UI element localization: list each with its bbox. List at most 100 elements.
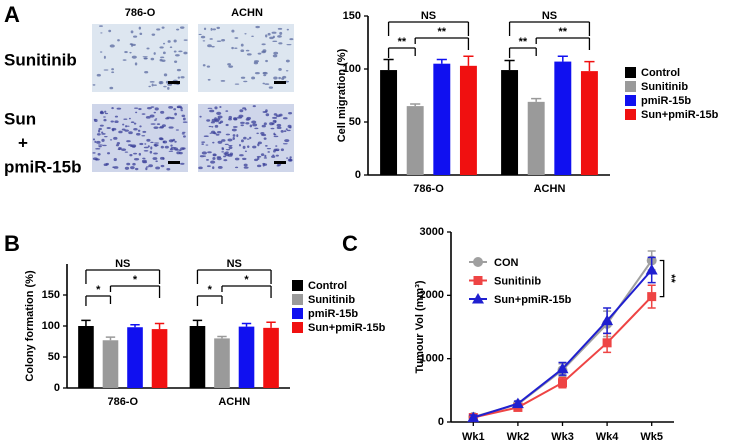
panel-label: C (342, 231, 358, 256)
cell (169, 46, 173, 49)
cell (103, 118, 107, 122)
cell (240, 124, 244, 127)
cell (133, 35, 138, 38)
cell (92, 138, 96, 141)
cell (179, 149, 182, 152)
cell (263, 137, 267, 140)
x-tick-label: Wk4 (596, 431, 620, 443)
cell (286, 43, 292, 46)
legend-label: Sun+pmiR-15b (494, 294, 572, 306)
cell (103, 116, 106, 118)
cell (117, 39, 120, 42)
cell (244, 33, 247, 35)
cell (289, 159, 292, 162)
cell (138, 108, 142, 111)
cell (285, 70, 289, 72)
cell (121, 128, 126, 131)
significance: * (133, 274, 138, 286)
row-label: Sun (4, 109, 36, 128)
cell (133, 152, 138, 155)
cell (173, 50, 177, 53)
cell (159, 125, 164, 129)
cell (116, 141, 121, 145)
cell (137, 129, 141, 132)
cell (146, 47, 150, 50)
legend-label: Sunitinib (641, 81, 688, 93)
cell (175, 129, 179, 131)
cell (257, 141, 262, 145)
cell (207, 78, 211, 81)
marker (556, 362, 569, 374)
cell (94, 118, 98, 123)
cell (228, 65, 234, 68)
marker (558, 378, 567, 388)
cell (207, 107, 213, 109)
cell (256, 155, 262, 158)
cell (202, 64, 206, 67)
cell (228, 146, 233, 150)
cell (269, 36, 274, 40)
cell (176, 106, 182, 109)
cell (232, 125, 238, 128)
cell (95, 158, 100, 161)
cell (235, 166, 239, 169)
cell (215, 133, 220, 136)
cell (144, 143, 147, 145)
error-bar (130, 324, 140, 328)
cell (249, 124, 253, 128)
cell (284, 139, 290, 143)
cell (139, 32, 143, 36)
cell (160, 145, 164, 149)
cell (224, 143, 229, 146)
cell (162, 140, 168, 144)
row-label: pmiR-15b (4, 157, 81, 176)
error-bar (266, 321, 276, 328)
legend-label: Sun+pmiR-15b (308, 322, 386, 334)
cell (154, 142, 160, 144)
cell (126, 162, 131, 166)
cell (113, 157, 117, 162)
cell (180, 76, 185, 79)
y-tick-label: 0 (54, 382, 60, 394)
cell (214, 106, 218, 110)
cell (106, 126, 111, 130)
column-label: 786-O (125, 7, 156, 19)
bar (554, 61, 572, 175)
row-label: Sunitinib (4, 50, 77, 69)
cell (225, 110, 229, 112)
column-label: ACHN (231, 7, 263, 19)
cell (211, 45, 215, 48)
cell (211, 125, 214, 128)
cell (148, 164, 153, 168)
cell (163, 73, 168, 77)
y-tick-label: 50 (48, 351, 60, 363)
bar (127, 327, 143, 388)
cell (99, 124, 104, 127)
cell (153, 52, 156, 55)
legend-label: Control (308, 280, 347, 292)
cell (265, 113, 270, 117)
cell (274, 149, 280, 152)
cell (113, 166, 119, 169)
cell (273, 76, 278, 80)
cell (246, 53, 252, 56)
scale-bar (168, 81, 180, 84)
row-label: + (18, 133, 28, 152)
cell (263, 157, 268, 159)
cell (289, 38, 294, 41)
cell (128, 131, 133, 135)
cell (118, 130, 123, 134)
cell (221, 147, 225, 151)
cell (122, 59, 127, 61)
micrograph (92, 24, 188, 92)
cell (217, 131, 222, 134)
cell (267, 32, 271, 36)
cell (153, 143, 157, 147)
cell (181, 132, 185, 135)
cell (168, 126, 174, 129)
cell (216, 40, 222, 42)
cell (167, 40, 171, 43)
cell (163, 42, 166, 45)
cell (96, 73, 101, 77)
cell (134, 107, 139, 109)
